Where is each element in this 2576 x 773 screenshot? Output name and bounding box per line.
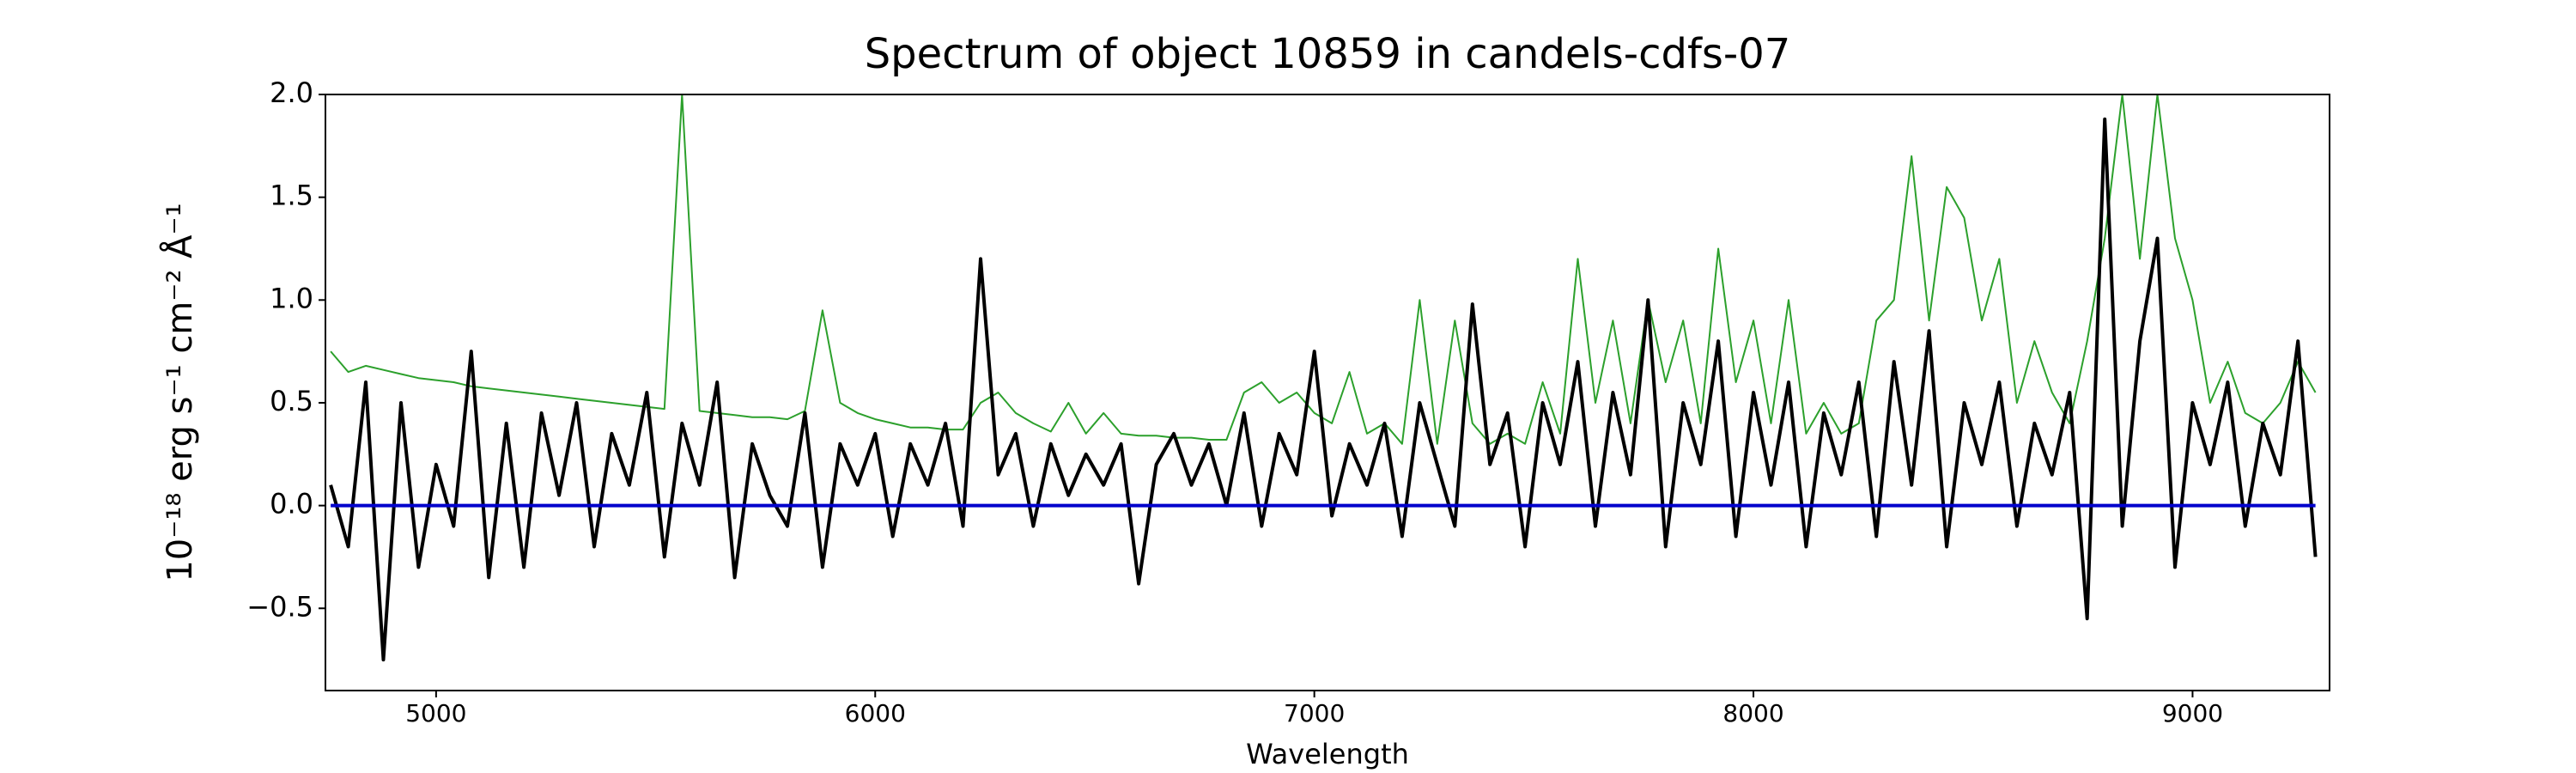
x-axis-label: Wavelength (1246, 738, 1409, 770)
spectrum-line (329, 117, 2318, 662)
x-tick-label: 5000 (405, 699, 466, 727)
y-tick-label: 0.0 (270, 488, 313, 520)
y-tick-label: 1.5 (270, 180, 313, 212)
x-tick-label: 8000 (1722, 699, 1783, 727)
y-tick-label: 0.5 (270, 385, 313, 417)
x-tick-label: 7000 (1284, 699, 1345, 727)
plot-frame (325, 94, 2330, 691)
y-tick-label: 2.0 (270, 76, 313, 109)
y-axis-label: 10⁻¹⁸ erg s⁻¹ cm⁻² Å⁻¹ (159, 203, 200, 581)
y-tick-label: −0.5 (246, 590, 313, 623)
spectrum-line (330, 94, 2317, 445)
chart-title: Spectrum of object 10859 in candels-cdfs… (865, 30, 1791, 78)
y-tick-label: 1.0 (270, 282, 313, 314)
x-tick-label: 9000 (2162, 699, 2223, 727)
x-tick-label: 6000 (845, 699, 906, 727)
